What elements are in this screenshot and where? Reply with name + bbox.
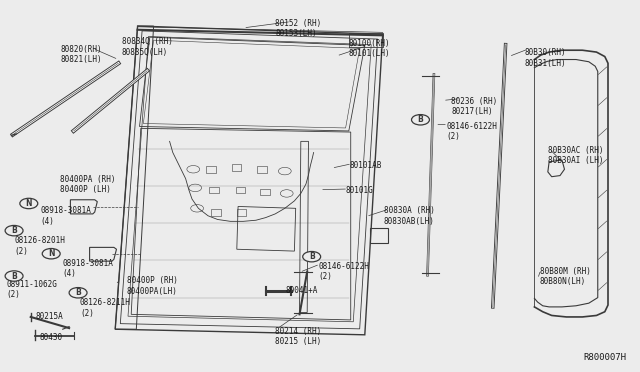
Text: 80236 (RH)
80217(LH): 80236 (RH) 80217(LH): [451, 97, 497, 116]
Circle shape: [42, 248, 60, 259]
Circle shape: [5, 225, 23, 236]
Circle shape: [20, 198, 38, 209]
Circle shape: [412, 115, 429, 125]
Text: 80101G: 80101G: [346, 186, 373, 195]
Text: B: B: [309, 252, 314, 261]
Text: 80215A: 80215A: [36, 312, 63, 321]
Bar: [257, 166, 267, 173]
Text: 80152 (RH)
80153(LH): 80152 (RH) 80153(LH): [275, 19, 321, 38]
Text: 80100(RH)
80101(LH): 80100(RH) 80101(LH): [349, 39, 390, 58]
Bar: [260, 189, 270, 195]
Bar: [237, 209, 246, 216]
Text: B: B: [418, 115, 423, 124]
Circle shape: [303, 251, 321, 262]
Bar: [236, 187, 245, 193]
Text: 80830A (RH)
80830AB(LH): 80830A (RH) 80830AB(LH): [384, 206, 435, 226]
Text: B: B: [76, 288, 81, 297]
Text: 08911-1062G
(2): 08911-1062G (2): [6, 280, 57, 299]
Text: 80820(RH)
80821(LH): 80820(RH) 80821(LH): [61, 45, 102, 64]
Text: B: B: [12, 272, 17, 280]
Text: 80B30(RH)
80B31(LH): 80B30(RH) 80B31(LH): [525, 48, 566, 68]
Text: 08126-8201H
(2): 08126-8201H (2): [14, 236, 65, 256]
Text: 08146-6122H
(2): 08146-6122H (2): [318, 262, 369, 281]
Text: N: N: [48, 249, 54, 258]
Text: R800007H: R800007H: [583, 353, 626, 362]
Bar: [232, 164, 241, 171]
Text: 08918-3081A
(4): 08918-3081A (4): [40, 206, 91, 226]
Text: 80101AB: 80101AB: [349, 161, 382, 170]
Text: 80B30AC (RH)
80B30AI (LH): 80B30AC (RH) 80B30AI (LH): [548, 146, 604, 165]
Circle shape: [5, 271, 23, 281]
Bar: [211, 209, 221, 216]
Text: 80834Q (RH)
80835Q(LH): 80834Q (RH) 80835Q(LH): [122, 37, 172, 57]
Text: 08146-6122H
(2): 08146-6122H (2): [447, 122, 497, 141]
Bar: [370, 228, 388, 243]
Circle shape: [69, 288, 87, 298]
Text: 80400PA (RH)
80400P (LH): 80400PA (RH) 80400P (LH): [60, 175, 115, 194]
Text: 80430: 80430: [39, 333, 62, 342]
Bar: [209, 187, 219, 193]
Text: 80400P (RH)
80400PA(LH): 80400P (RH) 80400PA(LH): [127, 276, 177, 296]
Bar: [206, 166, 216, 173]
Text: B: B: [12, 226, 17, 235]
Text: N: N: [26, 199, 32, 208]
Text: 80B80M (RH)
80B80N(LH): 80B80M (RH) 80B80N(LH): [540, 267, 590, 286]
Text: 08126-8211H
(2): 08126-8211H (2): [80, 298, 131, 318]
Text: 80041+A: 80041+A: [285, 286, 318, 295]
Text: 80214 (RH)
80215 (LH): 80214 (RH) 80215 (LH): [275, 327, 321, 346]
Text: 08918-3081A
(4): 08918-3081A (4): [63, 259, 113, 278]
